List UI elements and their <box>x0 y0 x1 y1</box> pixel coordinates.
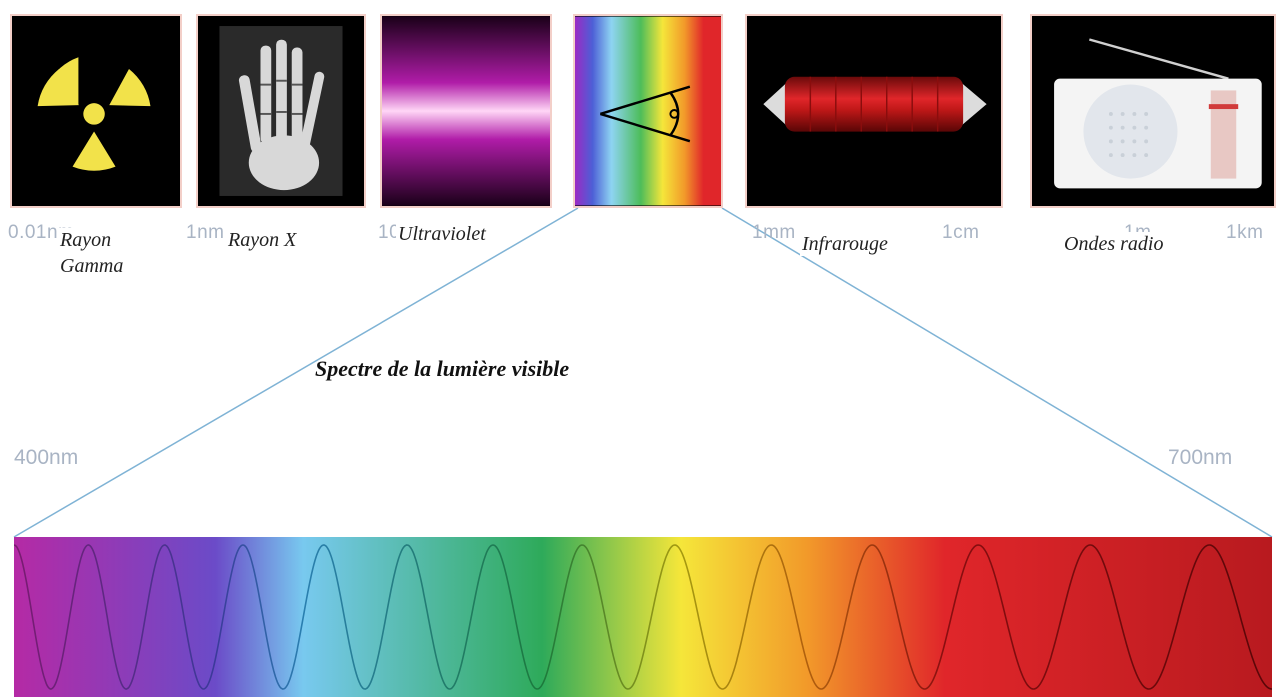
radio-panel <box>1030 14 1276 208</box>
radiation-symbol-icon <box>37 57 151 171</box>
wave-line <box>14 544 1272 690</box>
hand-xray-icon <box>219 26 343 196</box>
xray-panel <box>196 14 366 208</box>
eye-prism-icon <box>575 16 721 206</box>
ultraviolet-panel <box>380 14 552 208</box>
tick-1cm: 1cm <box>942 222 980 243</box>
range-end-label: 700nm <box>1168 446 1233 469</box>
visible-panel <box>573 14 723 208</box>
infrared-panel <box>745 14 1003 208</box>
tick-0.01nm: 0.01nm <box>8 222 75 243</box>
range-start-label: 400nm <box>14 446 79 469</box>
spectrum-gradient <box>14 537 1272 697</box>
tick-1km: 1km <box>1226 222 1264 243</box>
label-ultraviolet: Ultraviolet <box>396 222 488 246</box>
visible-spectrum-bar <box>14 537 1272 697</box>
tick-1nm: 1nm <box>186 222 225 243</box>
visible-spectrum-title: Spectre de la lumière visible <box>315 356 570 381</box>
connector-right-line <box>721 207 1273 538</box>
radio-receiver-icon <box>1054 38 1262 189</box>
label-xray: Rayon X <box>226 228 299 252</box>
gamma-panel <box>10 14 182 208</box>
tick-1mm: 1mm <box>752 222 796 243</box>
label-infrared: Infrarouge <box>800 232 890 256</box>
label-gamma-line2: Gamma <box>58 254 126 278</box>
uv-glow-icon <box>382 16 550 206</box>
heating-element-icon <box>763 76 987 132</box>
tick-10: 10 <box>378 222 401 243</box>
label-gamma-line1: Rayon <box>58 228 114 252</box>
label-radio: Ondes radio <box>1062 232 1166 256</box>
